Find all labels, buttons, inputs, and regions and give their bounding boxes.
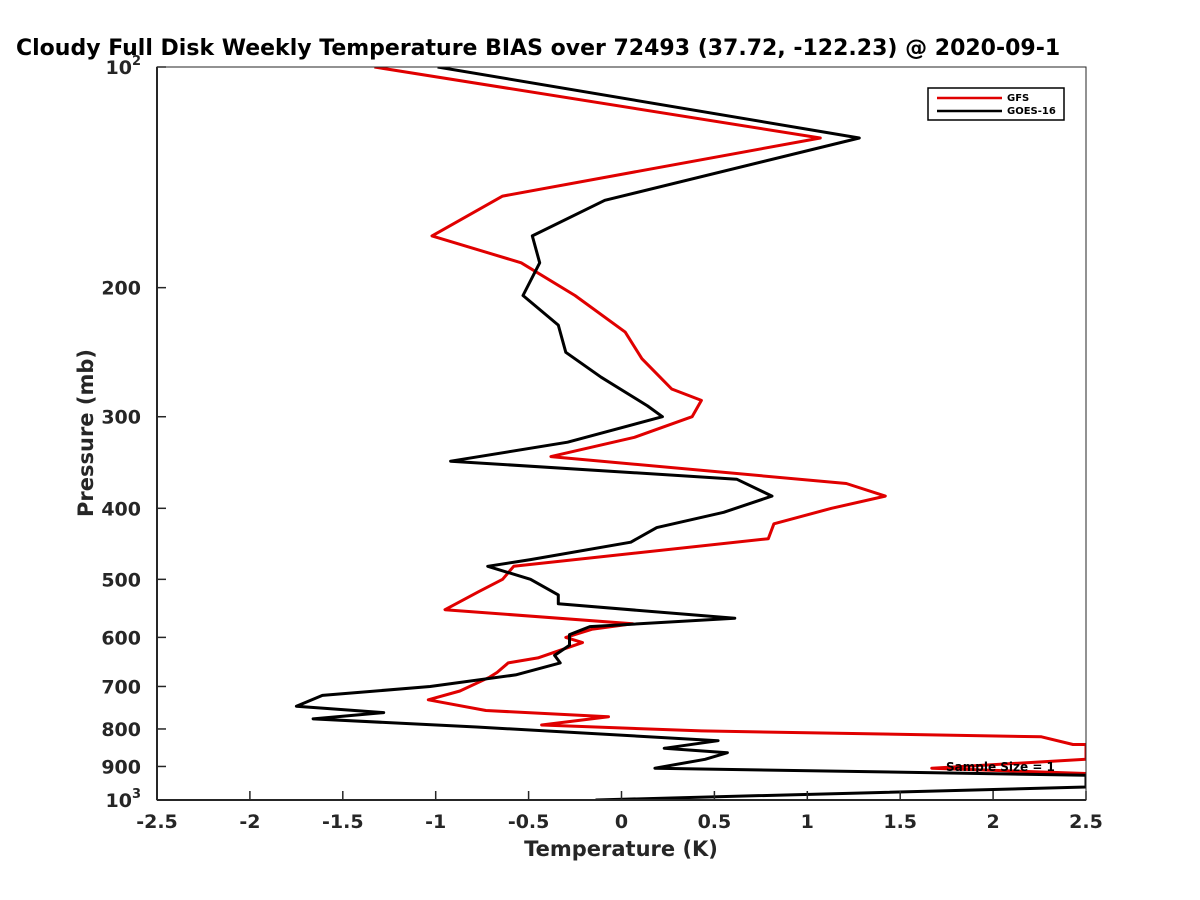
y-ticks: 102 200 300 400 500 600 700 800 900 103	[101, 54, 166, 812]
x-tick-label: -2	[239, 811, 260, 833]
y-tick-label: 700	[101, 676, 141, 698]
x-tick-label: 1	[801, 811, 814, 833]
plot-lines	[294, 67, 1086, 800]
x-tick-label: 1.5	[883, 811, 917, 833]
legend-label-goes16: GOES-16	[1007, 106, 1056, 117]
legend-label-gfs: GFS	[1007, 93, 1029, 104]
y-tick-label: 200	[101, 278, 141, 300]
x-tick-label: -2.5	[136, 811, 178, 833]
y-tick-label: 102	[106, 54, 142, 79]
series-line-goes16	[294, 67, 1086, 800]
y-tick-label: 900	[101, 756, 141, 778]
x-tick-label: 0.5	[698, 811, 732, 833]
x-tick-label: 2.5	[1069, 811, 1103, 833]
x-axis-label: Temperature (K)	[524, 837, 718, 861]
x-tick-label: -0.5	[508, 811, 550, 833]
y-tick-label: 103	[106, 787, 142, 812]
y-axis-label: Pressure (mb)	[74, 349, 98, 517]
y-tick-label: 300	[101, 407, 141, 429]
chart-title: Cloudy Full Disk Weekly Temperature BIAS…	[16, 36, 1060, 61]
x-tick-label: -1.5	[322, 811, 364, 833]
y-tick-label: 800	[101, 719, 141, 741]
series-line-gfs	[374, 67, 1086, 775]
y-tick-label: 400	[101, 498, 141, 520]
x-tick-label: 2	[986, 811, 999, 833]
x-tick-label: -1	[425, 811, 446, 833]
plot-frame	[156, 66, 1087, 801]
sample-size-annotation: Sample Size = 1	[946, 760, 1055, 774]
legend: GFS GOES-16	[927, 87, 1065, 121]
y-tick-label: 600	[101, 627, 141, 649]
x-tick-label: 0	[615, 811, 628, 833]
legend-box	[927, 87, 1065, 121]
x-ticks: -2.5 -2 -1.5 -1 -0.5 0 0.5 1 1.5 2 2.5	[136, 791, 1103, 833]
y-tick-label: 500	[101, 569, 141, 591]
